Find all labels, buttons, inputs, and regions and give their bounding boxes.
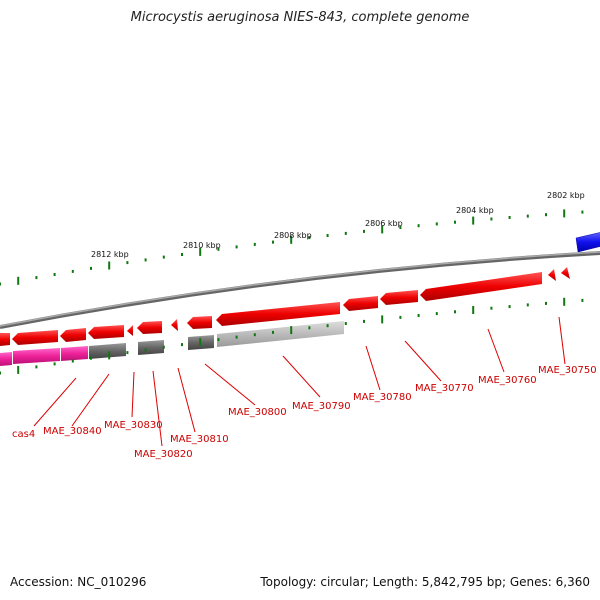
blue-feature[interactable] <box>575 232 600 253</box>
tick-label-2812: 2812 kbp <box>91 250 129 259</box>
tick-label-2808: 2808 kbp <box>274 231 312 240</box>
leader-line <box>204 363 256 406</box>
gene-arrow[interactable] <box>137 321 162 334</box>
gene-arrow[interactable] <box>127 325 133 336</box>
secondary-gene-track <box>0 321 344 366</box>
gene-arrow[interactable] <box>12 330 58 345</box>
gene-label-cas4[interactable]: cas4 <box>12 429 35 440</box>
gene-label-mae-30810[interactable]: MAE_30810 <box>170 434 229 445</box>
leader-line <box>404 340 442 382</box>
gene-arrow[interactable] <box>60 328 86 342</box>
hypothetical-gene-block[interactable] <box>89 343 126 359</box>
leader-line <box>487 328 505 373</box>
tick-label-2806: 2806 kbp <box>365 219 403 228</box>
accession-text: Accession: NC_010296 <box>10 575 147 589</box>
genome-backbone-highlight <box>0 251 600 327</box>
gene-label-mae-30780[interactable]: MAE_30780 <box>353 392 412 403</box>
pseudogene-block[interactable] <box>217 321 344 347</box>
leader-line <box>365 345 381 391</box>
gene-arrow[interactable] <box>187 316 212 329</box>
gene-arrow[interactable] <box>548 269 556 281</box>
cas-gene-block[interactable] <box>61 346 88 361</box>
hypothetical-gene-block[interactable] <box>138 340 164 355</box>
gene-label-mae-30840[interactable]: MAE_30840 <box>43 426 102 437</box>
gene-label-mae-30820[interactable]: MAE_30820 <box>134 449 193 460</box>
genome-backbone <box>0 251 600 329</box>
outer-tick-row <box>0 209 584 286</box>
gene-arrow[interactable] <box>0 333 10 346</box>
leader-line <box>558 316 566 365</box>
gene-label-mae-30770[interactable]: MAE_30770 <box>415 383 474 394</box>
gene-arrow[interactable] <box>420 272 542 301</box>
leader-line <box>71 373 110 427</box>
gene-arrow[interactable] <box>343 296 378 311</box>
leader-line <box>33 377 77 427</box>
label-leaders <box>33 316 566 447</box>
leader-line <box>282 355 321 398</box>
gene-label-mae-30760[interactable]: MAE_30760 <box>478 375 537 386</box>
genome-summary-text: Topology: circular; Length: 5,842,795 bp… <box>260 575 590 589</box>
gene-arrow[interactable] <box>216 302 340 326</box>
gene-label-mae-30800[interactable]: MAE_30800 <box>228 407 287 418</box>
gene-label-group: cas4 MAE_30840 MAE_30830 MAE_30820 MAE_3… <box>12 365 597 460</box>
leader-line <box>152 370 163 447</box>
gene-label-mae-30750[interactable]: MAE_30750 <box>538 365 597 376</box>
leader-line <box>177 367 196 433</box>
gene-label-mae-30790[interactable]: MAE_30790 <box>292 401 351 412</box>
gene-arrow[interactable] <box>561 267 570 279</box>
tick-label-2802: 2802 kbp <box>547 191 585 200</box>
map-title: Microcystis aeruginosa NIES-843, complet… <box>130 10 470 25</box>
gene-arrow[interactable] <box>88 325 124 339</box>
tick-label-2804: 2804 kbp <box>456 206 494 215</box>
leader-line <box>131 371 135 418</box>
forward-gene-track <box>0 267 570 346</box>
tick-label-2810: 2810 kbp <box>183 241 221 250</box>
tick-label-group: 2812 kbp 2810 kbp 2808 kbp 2806 kbp 2804… <box>91 191 585 259</box>
gene-arrow[interactable] <box>380 290 418 305</box>
inner-tick-row <box>0 297 584 375</box>
gene-arrow[interactable] <box>171 319 178 331</box>
cas-gene-block[interactable] <box>13 348 60 364</box>
cas-gene-block[interactable] <box>0 352 12 366</box>
gene-label-mae-30830[interactable]: MAE_30830 <box>104 420 163 431</box>
